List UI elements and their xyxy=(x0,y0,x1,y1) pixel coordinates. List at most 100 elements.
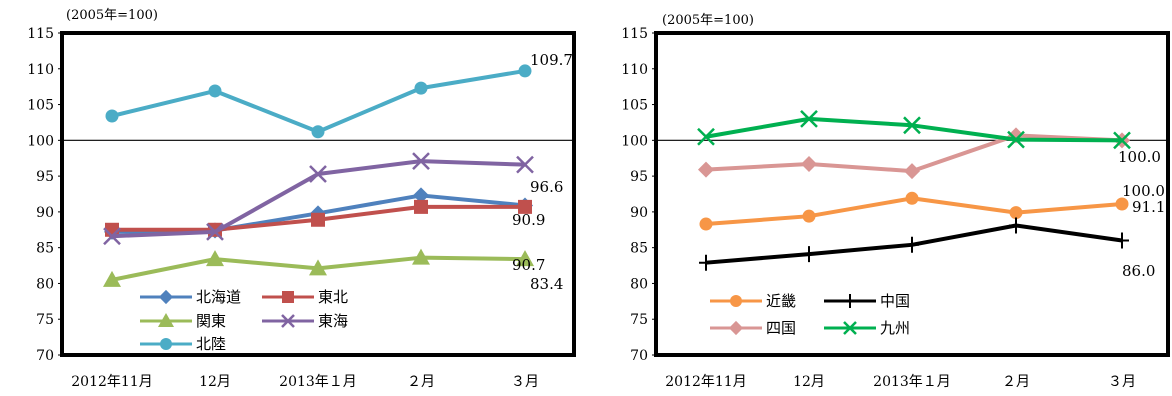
left-y-tick-label: 80 xyxy=(36,276,54,292)
right-y-tick-label: 75 xyxy=(630,312,648,328)
left-x-tick-label: ３月 xyxy=(511,374,539,390)
right-x-tick-label: ３月 xyxy=(1108,374,1136,390)
right-y-tick-label: 85 xyxy=(630,241,648,257)
legend-label-kanto: 関東 xyxy=(196,312,226,330)
triangle-marker-icon xyxy=(158,313,174,327)
left-point-x xyxy=(103,227,121,246)
legend-label-chugoku: 中国 xyxy=(880,292,910,310)
left-point-x xyxy=(516,155,534,174)
left-point-triangle xyxy=(516,250,534,267)
left-label-hokkaido: 90.9 xyxy=(512,211,545,229)
plus-marker-icon xyxy=(843,294,857,308)
left-y-tick-label: 95 xyxy=(36,169,54,185)
square-marker-icon xyxy=(282,291,294,303)
legend-label-kinki: 近畿 xyxy=(766,292,796,310)
left-series-4 xyxy=(105,64,532,139)
legend-item-hokuriku: 北陸 xyxy=(140,335,226,353)
legend-item-kyushu: 九州 xyxy=(824,319,910,337)
left-point-square xyxy=(414,199,428,214)
left-plot-frame xyxy=(60,31,576,357)
legend-label-hokkaido: 北海道 xyxy=(196,288,241,306)
legend-label-shikoku: 四国 xyxy=(766,319,796,337)
right-y-tick-label: 90 xyxy=(630,205,648,221)
legend-label-tokai: 東海 xyxy=(318,312,348,330)
left-point-x xyxy=(412,152,430,170)
left-label-hokuriku: 109.7 xyxy=(530,51,573,69)
right-label-kyushu: 100.0 xyxy=(1118,148,1161,166)
left-series-1 xyxy=(105,199,532,237)
left-point-circle xyxy=(414,81,428,95)
right-y-tick-label: 95 xyxy=(630,169,648,185)
left-label-tohoku: 90.7 xyxy=(512,256,545,274)
right-point-x xyxy=(800,109,818,128)
right-point-x xyxy=(1113,131,1131,150)
right-x-tick-label: 2012年11月 xyxy=(665,374,746,390)
left-y-tick-label: 70 xyxy=(36,348,54,364)
right-y-tick-label: 80 xyxy=(630,276,648,292)
legend-item-tokai: 東海 xyxy=(262,312,348,330)
right-point-diamond xyxy=(801,155,817,172)
left-series-line xyxy=(111,68,526,134)
right-point-circle xyxy=(905,191,919,205)
left-label-tokai: 96.6 xyxy=(530,178,563,196)
legend-item-kanto: 関東 xyxy=(140,312,226,330)
right-series-group xyxy=(697,109,1131,271)
legend-label-hokuriku: 北陸 xyxy=(196,335,226,353)
right-y-axis-ticks: 70 75 80 85 90 95 100 105 110 115 xyxy=(621,26,656,364)
left-point-triangle xyxy=(309,259,327,276)
left-y-tick-label: 115 xyxy=(27,26,54,42)
left-y-tick-label: 85 xyxy=(36,241,54,257)
legend-item-shikoku: 四国 xyxy=(710,319,796,337)
right-y-tick-label: 115 xyxy=(621,26,648,42)
left-label-kanto: 83.4 xyxy=(530,275,563,293)
right-point-plus xyxy=(905,236,919,253)
left-point-circle xyxy=(311,125,325,139)
right-point-plus xyxy=(1009,217,1023,234)
left-x-tick-label: ２月 xyxy=(407,374,435,390)
left-point-triangle xyxy=(206,250,224,267)
right-point-plus xyxy=(802,246,816,263)
right-point-diamond xyxy=(698,161,714,178)
right-x-tick-label: 12月 xyxy=(793,374,825,390)
legend-label-tohoku-text: 東北 xyxy=(318,288,348,306)
left-x-tick-label: 2013年１月 xyxy=(279,374,357,390)
left-x-axis-ticks: 2012年11月 12月 2013年１月 ２月 ３月 xyxy=(71,374,539,390)
right-y-tick-label: 105 xyxy=(621,98,648,114)
right-point-plus xyxy=(1115,232,1129,249)
right-point-plus xyxy=(699,254,713,271)
circle-marker-icon xyxy=(730,295,742,307)
right-point-circle xyxy=(1115,197,1129,211)
legend-label-kyushu: 九州 xyxy=(880,319,910,337)
left-y-axis-ticks: 70 75 80 85 90 95 100 105 110 115 xyxy=(27,26,62,364)
left-series-3 xyxy=(103,152,534,246)
right-point-circle xyxy=(699,217,713,231)
right-series-3 xyxy=(697,109,1131,150)
left-point-triangle xyxy=(412,248,430,265)
right-label-shikoku: 100.0 xyxy=(1122,182,1165,200)
left-y-tick-label: 75 xyxy=(36,312,54,328)
x-marker-icon xyxy=(843,321,857,335)
right-point-diamond xyxy=(904,163,920,180)
right-y-tick-label: 110 xyxy=(621,62,648,78)
left-series-2 xyxy=(103,248,534,287)
left-y-tick-label: 105 xyxy=(27,98,54,114)
right-point-x xyxy=(1007,130,1025,149)
legend-item-hokkaido: 北海道 xyxy=(140,288,241,306)
right-series-0 xyxy=(699,191,1129,231)
right-legend: 近畿 中国 四国 九州 xyxy=(710,292,910,337)
diamond-marker-icon xyxy=(728,320,744,336)
left-point-circle xyxy=(208,84,222,98)
right-x-tick-label: ２月 xyxy=(1002,374,1030,390)
right-point-x xyxy=(697,127,715,146)
left-series-group xyxy=(103,64,534,287)
left-point-triangle xyxy=(103,270,121,287)
right-series-2 xyxy=(698,127,1130,180)
left-x-tick-label: 12月 xyxy=(199,374,231,390)
left-legend: 北海道 東北 関東 東海 北陸 xyxy=(140,288,348,353)
diamond-marker-icon xyxy=(158,289,174,305)
left-point-x xyxy=(309,165,327,183)
left-point-square xyxy=(311,212,325,227)
left-unit-label: (2005年=100) xyxy=(66,8,158,23)
left-point-diamond xyxy=(413,187,429,204)
right-x-axis-ticks: 2012年11月 12月 2013年１月 ２月 ３月 xyxy=(665,374,1136,390)
